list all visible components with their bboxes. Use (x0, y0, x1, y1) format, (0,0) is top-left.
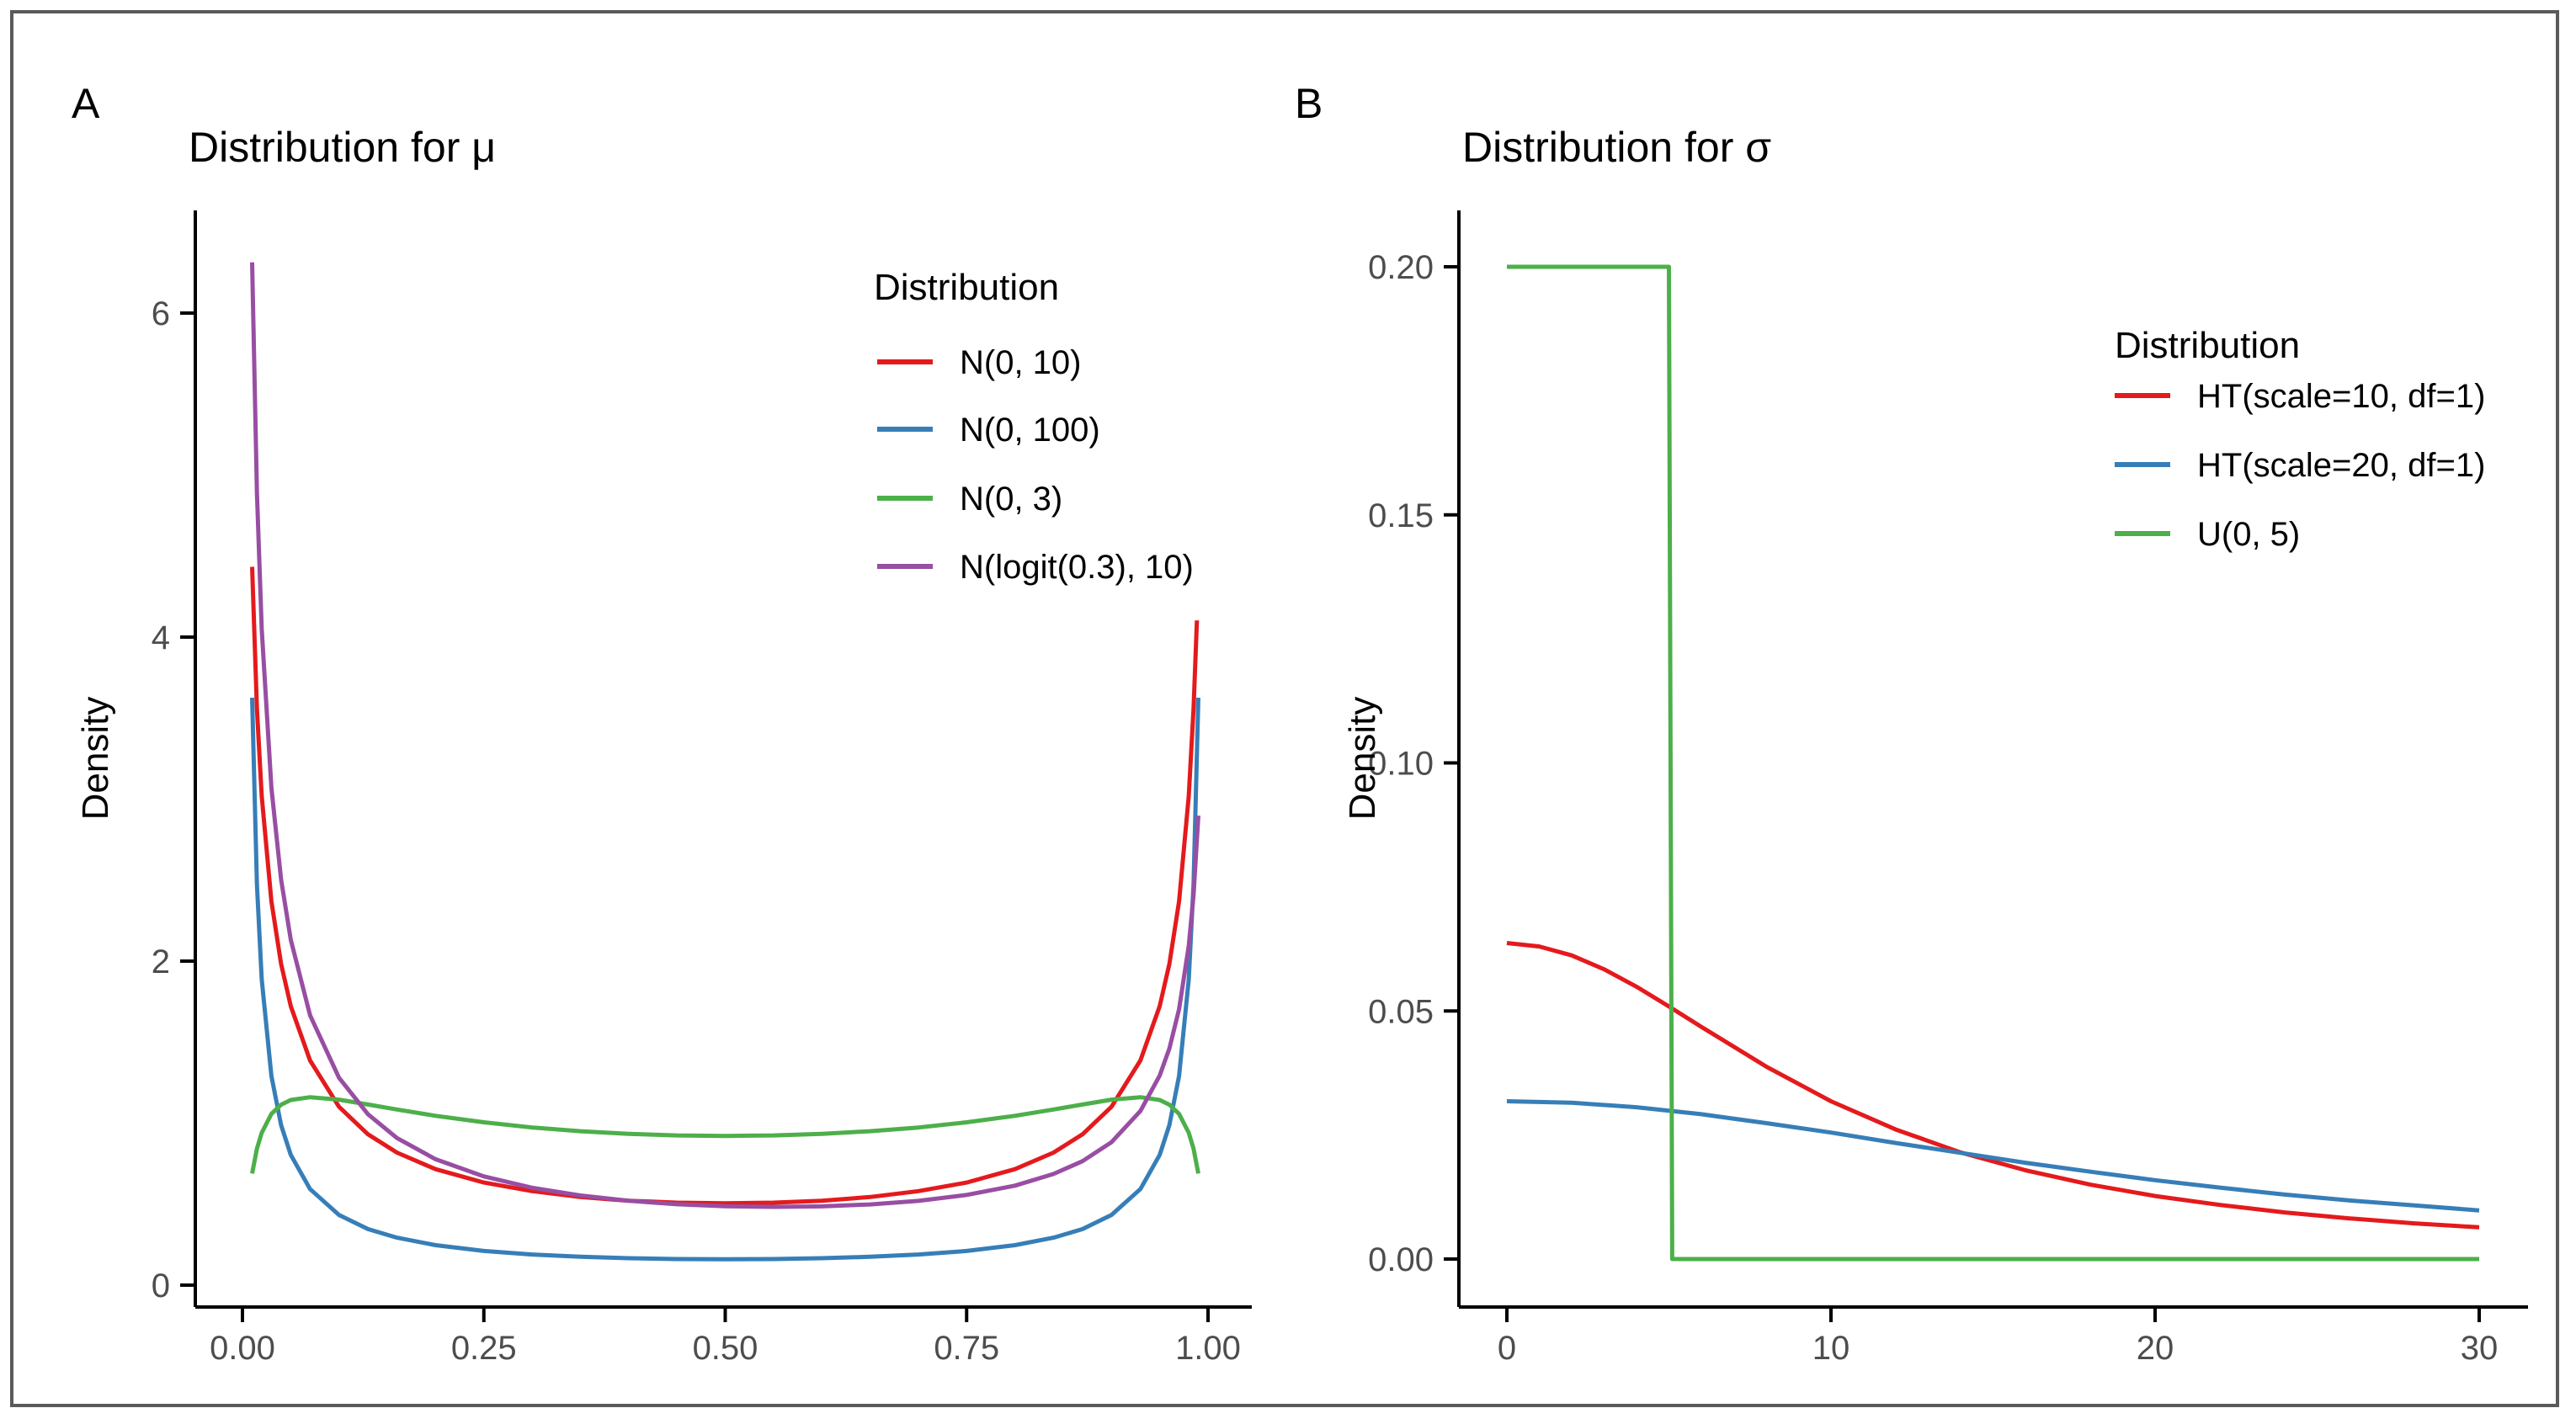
x-tick-label: 0.25 (451, 1330, 517, 1367)
series-line-n-logit-0-3-10- (250, 262, 1200, 1209)
x-tick-label: 10 (1812, 1330, 1850, 1367)
legend-title: Distribution (874, 267, 1059, 308)
y-tick-label: 2 (152, 943, 170, 980)
legend-entry-label: U(0, 5) (2197, 516, 2300, 553)
legend-entry-label: N(0, 3) (960, 481, 1062, 518)
legend-title: Distribution (2115, 325, 2300, 366)
x-tick-label: 0 (1498, 1330, 1516, 1367)
legend-entry-label: N(logit(0.3), 10) (960, 549, 1194, 586)
x-tick-label: 1.00 (1175, 1330, 1241, 1367)
panel-label-b: B (1295, 80, 1323, 127)
series-line-u-0-5- (1507, 264, 2479, 1262)
series-line-ht-scale-10-df-1- (1506, 941, 2480, 1230)
legend-entry-label: HT(scale=10, df=1) (2197, 378, 2485, 415)
y-tick-label: 0.05 (1368, 993, 1434, 1030)
y-axis-title: Density (1342, 697, 1383, 821)
y-tick-label: 4 (152, 619, 170, 656)
x-tick-label: 0.00 (210, 1330, 275, 1367)
chart-distribution-mu: 0.00 0.25 0.50 0.75 1.00 0 2 4 6 Density Distribut… (75, 210, 1252, 1367)
panel-title-sigma: Distribution for σ (1462, 124, 1772, 171)
y-tick-label: 0.15 (1368, 497, 1434, 534)
y-tick-label: 0 (152, 1267, 170, 1304)
series-line-n-0-10- (250, 566, 1200, 1206)
series-line-n-0-100- (250, 697, 1200, 1262)
legend-entry-label: N(0, 100) (960, 412, 1100, 449)
y-tick-label: 0.10 (1368, 746, 1434, 783)
y-tick-label: 0.00 (1368, 1241, 1434, 1278)
panel-label-a: A (72, 80, 100, 127)
y-tick-label: 0.20 (1368, 249, 1434, 286)
chart-distribution-sigma: 0 10 20 30 0.00 0.05 0.10 0.15 0.20 Density Distri… (1342, 210, 2528, 1367)
series-line-n-0-3- (250, 1095, 1200, 1174)
x-tick-label: 30 (2461, 1330, 2499, 1367)
legend-entry-label: N(0, 10) (960, 344, 1082, 381)
x-tick-label: 0.75 (934, 1330, 999, 1367)
figure-frame (10, 10, 2559, 1407)
x-tick-label: 20 (2137, 1330, 2174, 1367)
y-axis-title: Density (75, 697, 116, 821)
panel-title-mu: Distribution for μ (189, 124, 497, 171)
legend-entry-label: HT(scale=20, df=1) (2197, 447, 2485, 484)
series-line-ht-scale-20-df-1- (1506, 1099, 2480, 1213)
y-tick-label: 6 (152, 295, 170, 332)
x-tick-label: 0.50 (693, 1330, 758, 1367)
